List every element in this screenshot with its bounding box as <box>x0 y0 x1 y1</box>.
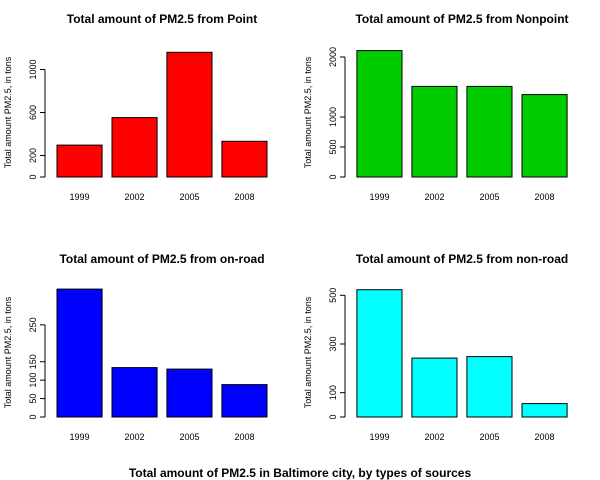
y-tick-label: 250 <box>28 317 38 332</box>
x-tick-label: 2005 <box>179 192 199 202</box>
chart-title: Total amount of PM2.5 from Nonpoint <box>355 12 568 26</box>
y-tick-label: 100 <box>28 373 38 388</box>
chart-panel: Total amount of PM2.5 from on-road 1999 20… <box>3 252 268 442</box>
x-tick-label: 2008 <box>534 192 554 202</box>
y-tick-label: 500 <box>328 288 338 303</box>
x-tick-label: 1999 <box>69 432 89 442</box>
y-tick-label: 0 <box>328 414 338 419</box>
y-axis-label: Total amount PM2.5, in tons <box>3 296 13 408</box>
x-tick-label: 2002 <box>424 192 444 202</box>
overall-title: Total amount of PM2.5 in Baltimore city,… <box>129 466 472 480</box>
y-tick-label: 100 <box>328 385 338 400</box>
x-tick-label: 2008 <box>234 192 254 202</box>
bar <box>221 140 268 178</box>
bar <box>411 85 458 178</box>
x-tick-label: 1999 <box>369 432 389 442</box>
y-tick-label: 150 <box>28 354 38 369</box>
bar <box>356 289 403 418</box>
bar <box>166 368 213 418</box>
y-tick-label: 2000 <box>328 47 338 67</box>
y-tick-label: 0 <box>28 174 38 179</box>
bar <box>221 384 268 418</box>
chart-title: Total amount of PM2.5 from non-road <box>356 252 568 266</box>
bar <box>466 356 513 418</box>
y-tick-label: 0 <box>28 414 38 419</box>
bar <box>466 85 513 178</box>
bar <box>56 144 103 178</box>
chart-title: Total amount of PM2.5 from Point <box>67 12 257 26</box>
chart-title: Total amount of PM2.5 from on-road <box>59 252 264 266</box>
y-tick-label: 200 <box>28 148 38 163</box>
bar <box>166 51 213 178</box>
x-tick-label: 2005 <box>479 432 499 442</box>
bar <box>356 50 403 178</box>
x-tick-label: 2008 <box>534 432 554 442</box>
x-tick-label: 1999 <box>69 192 89 202</box>
bar <box>111 117 158 178</box>
bar <box>521 94 568 178</box>
chart-panel: Total amount of PM2.5 from Nonpoint 1999 2… <box>303 12 569 202</box>
x-tick-label: 2008 <box>234 432 254 442</box>
bar <box>56 288 103 418</box>
x-tick-label: 2005 <box>479 192 499 202</box>
y-tick-label: 1000 <box>28 59 38 79</box>
x-tick-label: 2002 <box>124 192 144 202</box>
bar <box>111 367 158 418</box>
y-axis-label: Total amount PM2.5, in tons <box>3 56 13 168</box>
bar <box>521 403 568 418</box>
y-tick-label: 500 <box>328 139 338 154</box>
y-tick-label: 1000 <box>328 107 338 127</box>
bar <box>411 357 458 418</box>
y-axis-label: Total amount PM2.5, in tons <box>303 56 313 168</box>
x-tick-label: 2005 <box>179 432 199 442</box>
y-tick-label: 0 <box>328 174 338 179</box>
x-tick-label: 2002 <box>124 432 144 442</box>
x-tick-label: 1999 <box>369 192 389 202</box>
x-tick-label: 2002 <box>424 432 444 442</box>
y-tick-label: 50 <box>28 394 38 404</box>
y-tick-label: 600 <box>28 105 38 120</box>
y-tick-label: 300 <box>328 336 338 351</box>
chart-panel: Total amount of PM2.5 from non-road 1999 2… <box>303 252 568 442</box>
y-axis-label: Total amount PM2.5, in tons <box>303 296 313 408</box>
